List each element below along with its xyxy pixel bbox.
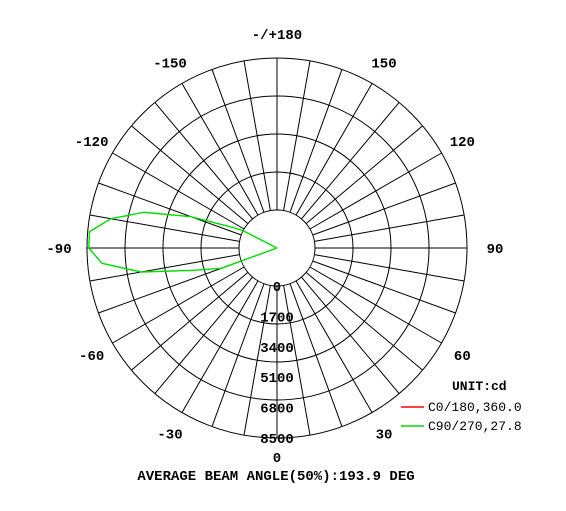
- angle-label: -120: [75, 135, 109, 151]
- grid-spoke: [181, 280, 259, 413]
- angle-label: 60: [454, 349, 471, 365]
- grid-spoke: [283, 285, 311, 436]
- grid-spoke: [301, 102, 400, 220]
- angle-label: -/+180: [252, 28, 302, 44]
- grid-spoke: [131, 272, 249, 371]
- angle-label: -60: [79, 349, 104, 365]
- grid-spoke: [112, 152, 245, 230]
- grid-spoke: [154, 276, 253, 394]
- grid-spoke: [89, 214, 240, 242]
- radial-tick-label: 1700: [260, 310, 294, 326]
- radial-tick-label: 6800: [260, 402, 294, 418]
- grid-spoke: [295, 280, 373, 413]
- grid-spoke: [211, 69, 265, 213]
- grid-spoke: [309, 152, 442, 230]
- radial-tick-label: 8500: [260, 432, 294, 448]
- angle-label: 90: [487, 242, 504, 258]
- grid-spoke: [98, 182, 242, 236]
- grid-spoke: [301, 276, 400, 394]
- grid-spoke: [154, 102, 253, 220]
- angle-label: -150: [153, 57, 187, 73]
- polar-grid: [86, 57, 468, 439]
- angle-label: 150: [371, 57, 396, 73]
- grid-spoke: [312, 260, 456, 314]
- angle-label: -30: [157, 427, 182, 443]
- grid-spoke: [211, 283, 265, 427]
- grid-spoke: [112, 266, 245, 344]
- legend-label-c0: C0/180,360.0: [428, 400, 522, 415]
- angle-label: -90: [46, 242, 71, 258]
- radial-labels: 0 1700 3400 5100 6800 8500: [260, 280, 294, 448]
- radial-tick-label: 3400: [260, 341, 294, 357]
- curve-1: [88, 211, 278, 273]
- grid-spoke: [305, 125, 423, 224]
- angle-label: 0: [273, 451, 281, 467]
- legend: UNIT:cd C0/180,360.0 C90/270,27.8: [401, 379, 522, 434]
- grid-spoke: [312, 182, 456, 236]
- grid-spoke: [181, 83, 259, 216]
- grid-spoke: [314, 254, 465, 282]
- grid-spoke: [243, 60, 271, 211]
- unit-label: UNIT:cd: [452, 379, 507, 394]
- angle-label: 120: [450, 135, 475, 151]
- grid-spoke: [131, 125, 249, 224]
- grid-spoke: [289, 283, 343, 427]
- beam-angle-caption: AVERAGE BEAM ANGLE(50%):193.9 DEG: [137, 469, 414, 485]
- grid-spoke: [295, 83, 373, 216]
- grid-spoke: [289, 69, 343, 213]
- grid-spoke: [305, 272, 423, 371]
- curves: [88, 211, 278, 273]
- radial-tick-label: 0: [273, 280, 281, 296]
- angle-labels: -/+180 -150 150 -120 120 -90 90 -60 60 -30 30 0: [46, 28, 503, 467]
- grid-spoke: [89, 254, 240, 282]
- grid-spoke: [314, 214, 465, 242]
- grid-spoke: [309, 266, 442, 344]
- grid-spoke: [283, 60, 311, 211]
- radial-tick-label: 5100: [260, 371, 294, 387]
- legend-label-c90: C90/270,27.8: [428, 419, 522, 434]
- angle-label: 30: [376, 427, 393, 443]
- grid-spoke: [98, 260, 242, 314]
- grid-spoke: [243, 285, 271, 436]
